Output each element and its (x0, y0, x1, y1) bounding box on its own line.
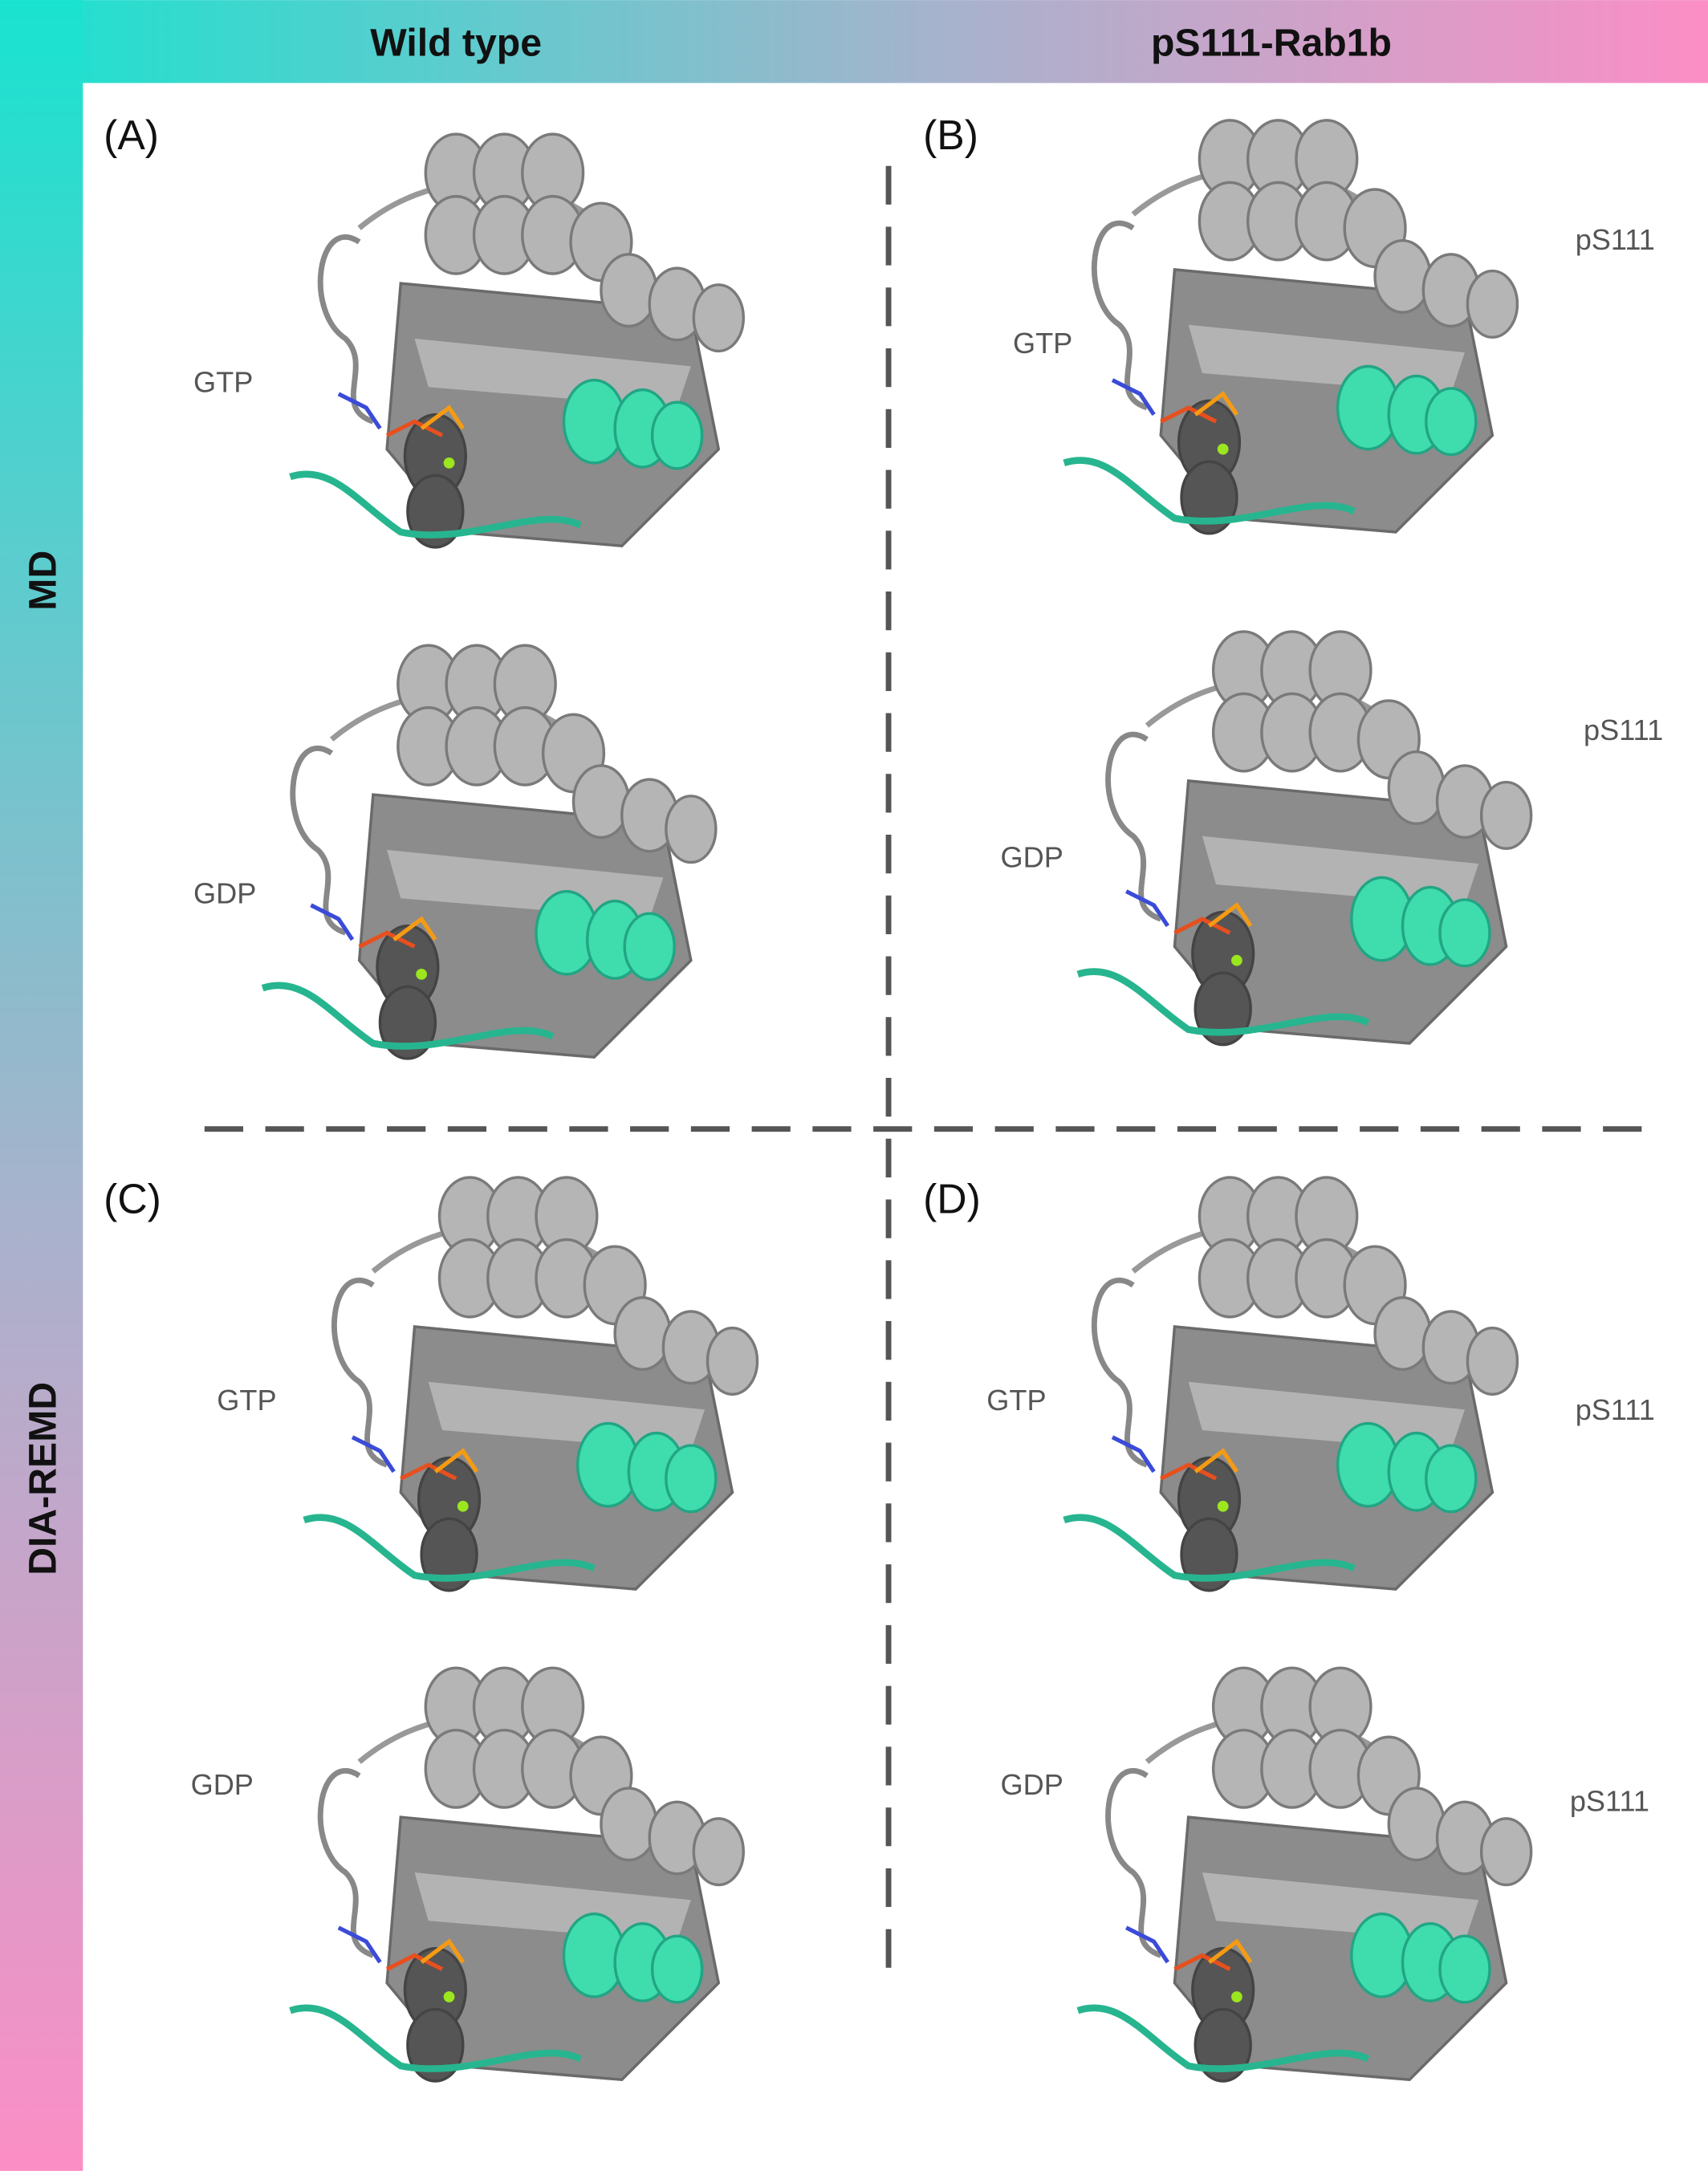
row-header-bar (0, 0, 83, 2171)
ligand-label: GTP (193, 365, 253, 398)
ligand-label: GDP (193, 876, 256, 909)
ligand-label: GDP (191, 1768, 254, 1801)
protein-structure (1078, 632, 1531, 1045)
column-header: Wild type (370, 22, 542, 65)
site-label: pS111 (1570, 1784, 1649, 1817)
ligand-label: GTP (1013, 327, 1072, 360)
column-header-bar (0, 0, 1708, 83)
ligand-label: GTP (217, 1384, 276, 1417)
site-label: pS111 (1576, 223, 1655, 256)
ligand-label: GDP (1000, 1768, 1063, 1801)
protein-structure (291, 134, 744, 547)
row-header: MD (22, 551, 65, 611)
protein-structure (1078, 1668, 1531, 2081)
protein-structure (304, 1177, 758, 1591)
protein-structure (1064, 120, 1518, 534)
column-header: pS111-Rab1b (1151, 22, 1392, 65)
ligand-label: GTP (986, 1384, 1046, 1417)
panel-label: (D) (923, 1176, 981, 1222)
protein-structure (1064, 1177, 1518, 1591)
protein-structure (291, 1668, 744, 2081)
protein-structure (262, 645, 716, 1059)
panel-label: (C) (104, 1176, 161, 1222)
site-label: pS111 (1584, 714, 1663, 746)
ligand-label: GDP (1000, 841, 1063, 874)
panel-label: (B) (923, 112, 978, 158)
row-header: DIA-REMD (22, 1382, 65, 1575)
site-label: pS111 (1576, 1393, 1655, 1426)
panel-label: (A) (104, 112, 159, 158)
